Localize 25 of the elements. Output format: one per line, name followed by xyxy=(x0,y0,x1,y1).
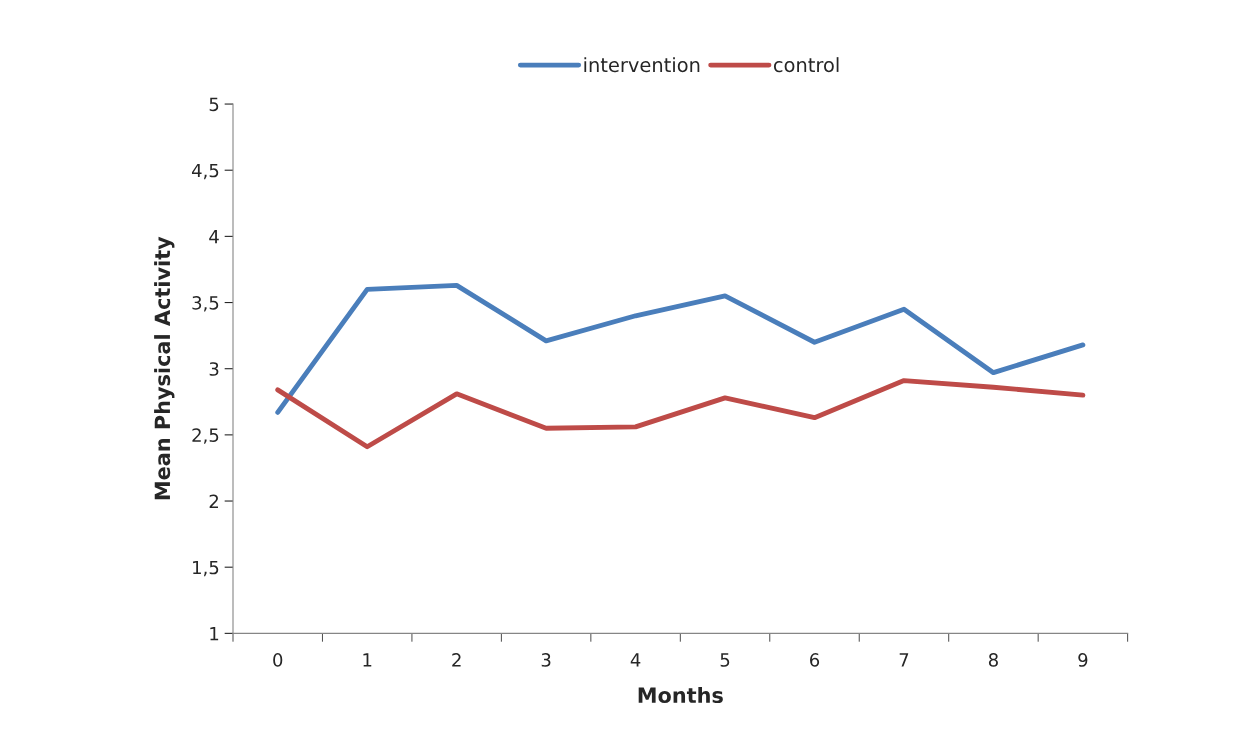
y-tick-label: 1,5 xyxy=(193,560,219,577)
x-tick-label: 3 xyxy=(541,653,551,667)
x-tick-label: 6 xyxy=(810,653,820,667)
x-tick-label: 8 xyxy=(988,653,998,667)
x-tick-label: 4 xyxy=(630,653,641,667)
x-tick-label: 9 xyxy=(1078,653,1088,667)
line-series xyxy=(275,282,1086,415)
legend-label: control xyxy=(773,57,839,73)
x-tick-label: 2 xyxy=(452,653,461,667)
x-tick-label: 0 xyxy=(273,653,283,667)
y-tick-label: 4,5 xyxy=(191,163,219,180)
y-tick-label: 2 xyxy=(209,494,218,508)
y-tick-label: 2,5 xyxy=(192,428,219,444)
x-axis-title: Months xyxy=(638,686,723,704)
y-axis-title: Mean Physical Activity xyxy=(154,236,175,500)
line-series xyxy=(275,378,1086,450)
x-tick-label: 7 xyxy=(899,653,909,667)
legend-label: intervention xyxy=(584,57,700,73)
y-tick-label: 1 xyxy=(210,627,219,641)
y-tick-label: 3 xyxy=(209,362,219,376)
x-tick-label: 1 xyxy=(363,653,372,667)
y-tick-label: 3,5 xyxy=(192,296,219,312)
x-tick-label: 5 xyxy=(720,653,730,667)
y-tick-label: 5 xyxy=(209,97,219,112)
y-tick-label: 4 xyxy=(209,230,219,244)
